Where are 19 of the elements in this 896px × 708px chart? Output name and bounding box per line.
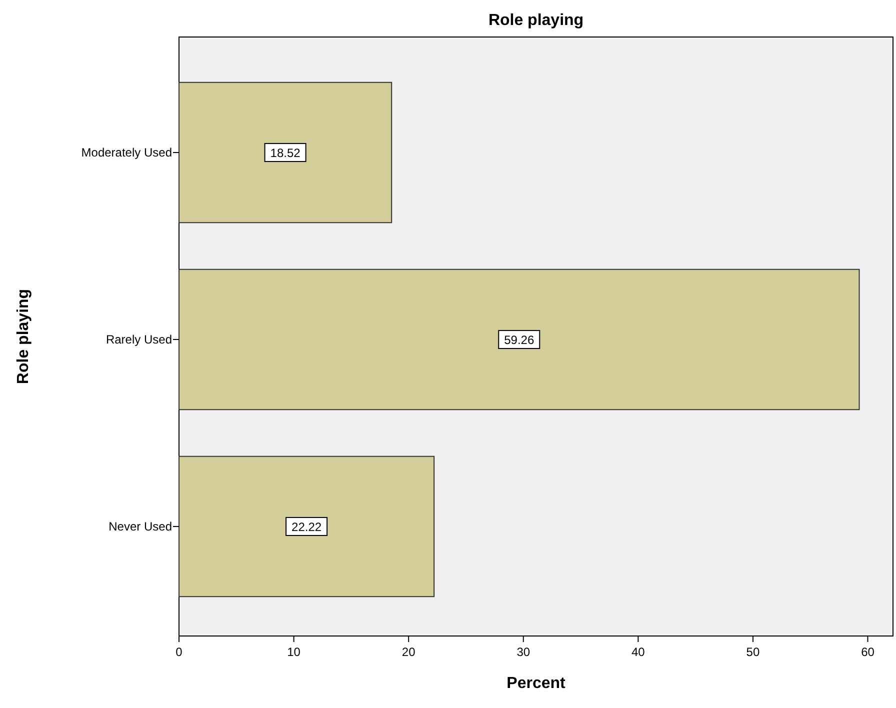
- y-tick-label: Never Used: [108, 519, 172, 534]
- y-tick-label: Moderately Used: [81, 146, 172, 160]
- x-tick-label: 0: [176, 645, 183, 659]
- bar: [178, 82, 392, 224]
- x-tick-label: 50: [746, 645, 760, 659]
- x-tick-label: 40: [631, 645, 646, 659]
- x-tick-label: 30: [516, 645, 530, 659]
- x-tick-label: 20: [402, 645, 416, 659]
- data-label: 59.26: [504, 333, 534, 347]
- y-tick-label: Rarely Used: [106, 332, 172, 346]
- data-label: 22.22: [292, 520, 322, 534]
- y-axis-title: Role playing: [15, 288, 32, 384]
- bar: [178, 268, 860, 410]
- x-axis-title: Percent: [506, 675, 566, 692]
- x-tick-label: 10: [287, 645, 301, 659]
- data-label: 18.52: [270, 146, 301, 160]
- bar: [178, 456, 435, 598]
- x-tick-label: 60: [861, 645, 875, 659]
- chart-title: Role playing: [488, 12, 584, 29]
